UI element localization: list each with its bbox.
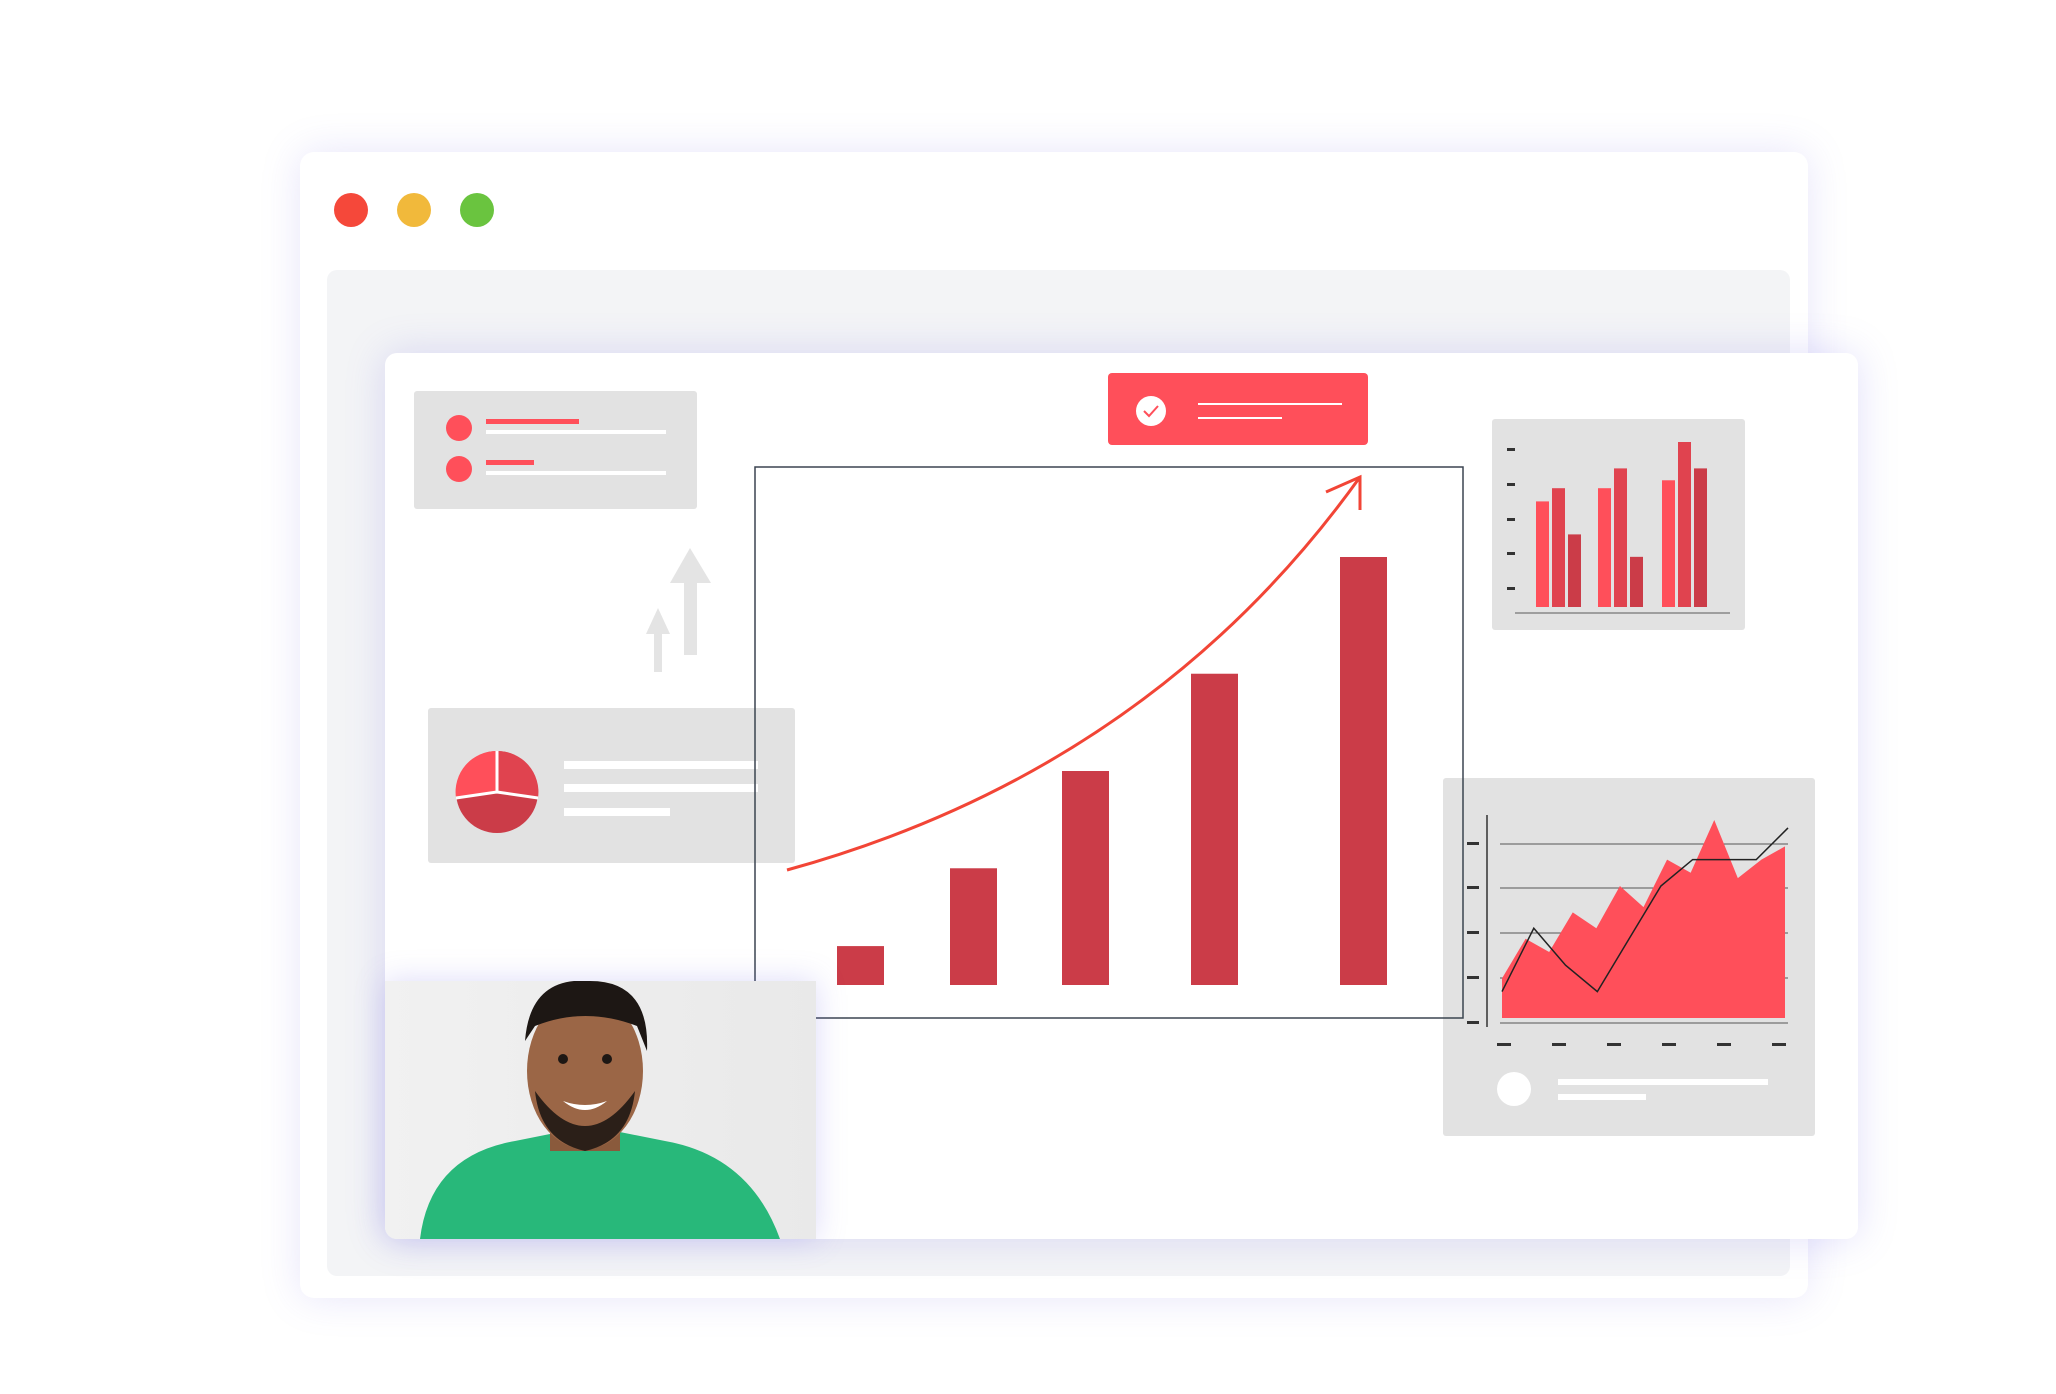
legend-card xyxy=(414,391,697,509)
profile-photo xyxy=(385,981,816,1239)
y-tick xyxy=(1467,842,1479,845)
mini-chart-bar xyxy=(1678,442,1691,607)
mini-chart-bar xyxy=(1614,468,1627,607)
legend-line xyxy=(486,419,579,424)
minimize-window-button[interactable] xyxy=(397,193,431,227)
y-tick xyxy=(1467,931,1479,934)
y-tick xyxy=(1467,976,1479,979)
area-legend-dot-icon xyxy=(1497,1072,1531,1106)
y-tick xyxy=(1507,483,1515,486)
check-circle-icon[interactable] xyxy=(1136,396,1166,426)
text-line xyxy=(1558,1094,1646,1100)
main-chart-frame xyxy=(754,466,1464,1019)
mini-chart-bar xyxy=(1568,534,1581,607)
mini-chart-bar xyxy=(1536,501,1549,607)
x-tick xyxy=(1607,1043,1621,1046)
legend-line xyxy=(486,460,534,465)
mini-chart-bar xyxy=(1552,488,1565,607)
x-tick xyxy=(1662,1043,1676,1046)
y-tick xyxy=(1467,1021,1479,1024)
y-tick xyxy=(1507,448,1515,451)
smiling-man-illustration xyxy=(420,981,780,1239)
mini-chart-bar xyxy=(1694,468,1707,607)
y-tick xyxy=(1507,518,1515,521)
trend-arrowhead-icon xyxy=(1325,474,1362,510)
legend-dot-icon xyxy=(446,456,472,482)
legend-line xyxy=(486,430,666,434)
y-tick xyxy=(1507,587,1515,590)
line-series xyxy=(1501,827,1789,993)
legend-list xyxy=(446,415,666,482)
main-chart-bar xyxy=(1062,771,1109,985)
legend-dot-icon xyxy=(446,415,472,441)
mini-chart-bar xyxy=(1598,488,1611,607)
text-line xyxy=(564,784,758,792)
growth-trend-curve xyxy=(786,476,1362,872)
main-chart-bar xyxy=(950,868,997,985)
main-chart-bar xyxy=(837,946,884,985)
maximize-window-button[interactable] xyxy=(460,193,494,227)
mini-chart-bar xyxy=(1662,480,1675,607)
text-line xyxy=(1558,1079,1768,1085)
text-line xyxy=(564,808,670,816)
x-tick xyxy=(1717,1043,1731,1046)
main-chart-bar xyxy=(1340,557,1387,985)
legend-line xyxy=(486,471,666,475)
close-window-button[interactable] xyxy=(334,193,368,227)
y-tick xyxy=(1467,886,1479,889)
x-tick xyxy=(1552,1043,1566,1046)
mini-chart-bar xyxy=(1630,556,1643,607)
main-chart-bar xyxy=(1191,673,1238,985)
up-arrows-icon xyxy=(646,548,711,672)
x-tick xyxy=(1497,1043,1511,1046)
x-tick xyxy=(1772,1043,1786,1046)
y-tick xyxy=(1507,552,1515,555)
area-series xyxy=(1502,820,1785,1018)
pie-chart-icon xyxy=(455,750,539,833)
text-line xyxy=(564,761,758,769)
